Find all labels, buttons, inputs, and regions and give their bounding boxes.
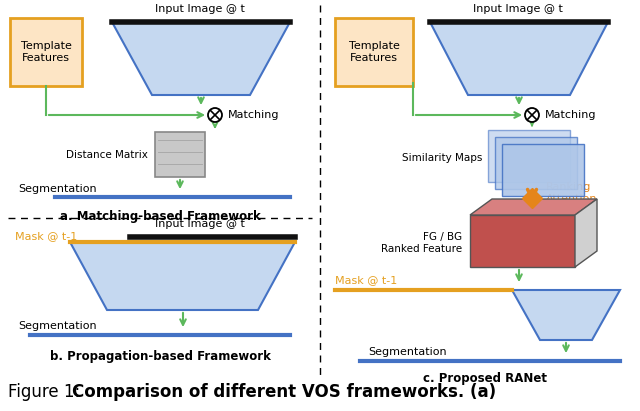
Text: Input Image @ t: Input Image @ t — [473, 4, 563, 14]
Polygon shape — [70, 242, 295, 310]
Text: Mask @ t-1: Mask @ t-1 — [15, 231, 77, 241]
Polygon shape — [470, 199, 597, 215]
Bar — [502, 144, 584, 196]
Text: a. Matching-based Framework: a. Matching-based Framework — [60, 210, 260, 223]
Text: Template
Features: Template Features — [20, 41, 72, 63]
Bar — [335, 18, 413, 86]
Polygon shape — [512, 290, 620, 340]
Text: b. Propagation-based Framework: b. Propagation-based Framework — [49, 350, 271, 363]
Text: FG / BG
Ranked Feature: FG / BG Ranked Feature — [381, 232, 462, 254]
Bar — [488, 130, 570, 182]
Text: Input Image @ t: Input Image @ t — [155, 4, 245, 14]
Text: Similarity Maps: Similarity Maps — [402, 153, 482, 163]
Text: Matching: Matching — [545, 110, 596, 120]
Bar — [495, 137, 577, 189]
Text: Segmentation: Segmentation — [368, 347, 447, 357]
Text: Mask @ t-1: Mask @ t-1 — [335, 275, 397, 285]
Polygon shape — [112, 22, 290, 95]
Text: Input Image @ t: Input Image @ t — [155, 219, 245, 229]
Circle shape — [208, 108, 222, 122]
Text: Ranking
Attention: Ranking Attention — [546, 182, 598, 204]
Text: c. Proposed RANet: c. Proposed RANet — [423, 372, 547, 385]
Text: Matching: Matching — [228, 110, 280, 120]
Polygon shape — [575, 199, 597, 267]
Text: Segmentation: Segmentation — [18, 321, 97, 331]
Polygon shape — [470, 215, 575, 267]
Circle shape — [525, 108, 539, 122]
Text: Template
Features: Template Features — [349, 41, 399, 63]
Text: Comparison of different VOS frameworks. (a): Comparison of different VOS frameworks. … — [72, 383, 496, 401]
Text: Figure 1:: Figure 1: — [8, 383, 86, 401]
Text: Segmentation: Segmentation — [18, 184, 97, 194]
Polygon shape — [430, 22, 608, 95]
Bar — [10, 18, 82, 86]
Bar — [155, 132, 205, 177]
Text: Distance Matrix: Distance Matrix — [66, 150, 148, 160]
